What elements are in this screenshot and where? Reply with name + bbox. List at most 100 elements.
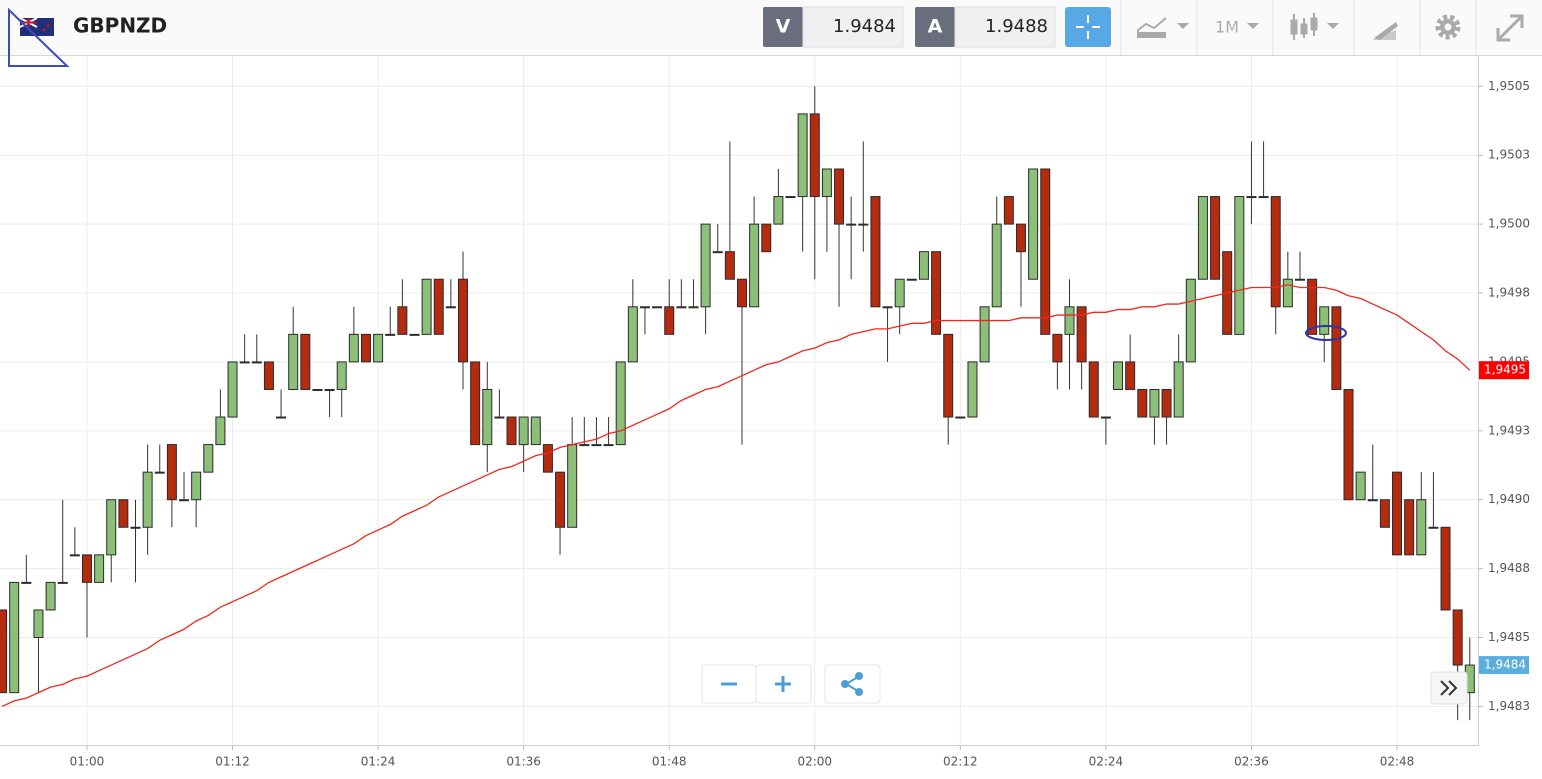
- candle-body: [1355, 471, 1366, 501]
- drawing-tool-button[interactable]: [1372, 22, 1398, 40]
- candle-body: [1331, 306, 1342, 390]
- settings-button[interactable]: [1435, 14, 1461, 40]
- candle-body: [373, 333, 384, 363]
- candle-body: [130, 526, 141, 529]
- flag-icon: [19, 17, 54, 36]
- candle-body: [882, 306, 893, 309]
- candle-body: [227, 361, 238, 418]
- bid-value: 1.9484: [833, 16, 896, 37]
- candle-body: [1197, 196, 1208, 280]
- candle-body: [797, 113, 808, 198]
- moving-average-line: [1, 284, 1471, 708]
- candle-body: [518, 416, 529, 446]
- x-tick-label: 01:00: [70, 755, 105, 769]
- zoom-controls: [701, 664, 881, 704]
- candle-body: [166, 444, 177, 501]
- crosshair-button[interactable]: [1065, 7, 1111, 47]
- ask-button[interactable]: A 1.9488: [915, 6, 1056, 48]
- candle-body: [834, 168, 845, 225]
- candle-body: [1294, 278, 1305, 281]
- candle-body: [967, 361, 978, 418]
- candle-body: [821, 168, 832, 198]
- x-tick-label: 02:00: [797, 755, 832, 769]
- candle-body: [712, 251, 723, 254]
- candle-body: [858, 223, 869, 226]
- axes: 1,9505 1,9503 1,9500 1,9498 1,9495 1,9493 1,94…: [70, 79, 1530, 769]
- candle-body: [1234, 196, 1245, 335]
- x-tick-label: 02:36: [1234, 755, 1269, 769]
- y-tick-label: 1,9500: [1488, 217, 1530, 231]
- candle-body: [397, 306, 408, 335]
- toolbar-separators: [1120, 0, 1477, 55]
- annotation-triangle: [8, 7, 70, 67]
- candle-body: [736, 278, 747, 308]
- x-tick-label: 01:24: [361, 755, 396, 769]
- scroll-to-end-button[interactable]: [1430, 671, 1468, 705]
- candle-body: [931, 251, 942, 335]
- candle-body: [761, 223, 772, 253]
- candle-body: [785, 196, 796, 199]
- y-tick-label: 1,9498: [1488, 286, 1530, 300]
- candle-body: [918, 251, 929, 280]
- candle-body: [591, 444, 602, 447]
- candle-body: [1015, 223, 1026, 253]
- candle-body: [336, 361, 347, 390]
- fullscreen-button[interactable]: [1496, 14, 1524, 42]
- candle-body: [385, 333, 396, 336]
- price-marker: [1479, 361, 1529, 380]
- candle-body: [1452, 609, 1463, 666]
- candle-body: [1282, 278, 1293, 308]
- candle-body: [1052, 333, 1063, 363]
- candle-body: [724, 251, 735, 280]
- candle-body: [1137, 388, 1148, 418]
- candle-body: [1161, 388, 1172, 418]
- candle-body: [179, 499, 190, 502]
- candle-body: [506, 416, 517, 446]
- candle-body: [1173, 361, 1184, 418]
- candle-body: [409, 333, 420, 336]
- candle-body: [1258, 196, 1269, 199]
- share-button[interactable]: [824, 664, 881, 704]
- x-tick-label: 01:36: [506, 755, 541, 769]
- candle-body: [579, 444, 590, 447]
- candle-body: [45, 581, 56, 611]
- candle-body: [700, 223, 711, 308]
- zoom-out-button[interactable]: [701, 664, 757, 704]
- candle-body: [1028, 168, 1039, 280]
- timeframe-button[interactable]: 1M: [1215, 18, 1259, 37]
- candle-body: [21, 581, 32, 584]
- candle-body: [421, 278, 432, 335]
- annotation-ellipse: [1305, 325, 1347, 341]
- candle-body: [1088, 361, 1099, 418]
- candle-body: [203, 444, 214, 473]
- candle-body: [1428, 526, 1439, 529]
- chart-type-button[interactable]: [1137, 17, 1189, 38]
- candle-body: [1440, 526, 1451, 611]
- candle-body: [33, 609, 44, 639]
- candle-body: [300, 333, 311, 390]
- candle-body: [445, 306, 456, 309]
- candle-body: [482, 388, 493, 446]
- symbol: GBPNZD: [73, 14, 167, 38]
- candle-style-button[interactable]: [1290, 13, 1339, 40]
- candle-body: [1100, 416, 1111, 419]
- candle-body: [1040, 168, 1051, 335]
- candle-body: [312, 388, 323, 391]
- candle-body: [906, 278, 917, 281]
- candle-body: [458, 278, 469, 363]
- candle-body: [494, 416, 505, 419]
- candle-body: [81, 554, 92, 583]
- y-tick-label: 1,9485: [1488, 630, 1530, 644]
- candle-body: [288, 333, 299, 390]
- zoom-in-button[interactable]: [755, 664, 812, 704]
- timeframe: 1M: [1215, 18, 1239, 37]
- candle-body: [894, 278, 905, 308]
- candle-body: [1185, 278, 1196, 363]
- candle-body: [9, 581, 20, 694]
- candle-body: [215, 416, 226, 446]
- bid-button[interactable]: V 1.9484: [763, 6, 904, 48]
- candle-body: [1404, 499, 1415, 556]
- candle-body: [1307, 278, 1318, 335]
- bid-label: V: [776, 16, 791, 38]
